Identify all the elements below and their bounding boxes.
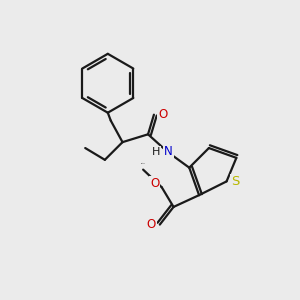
Text: S: S (231, 175, 240, 188)
Text: methyl: methyl (141, 163, 146, 164)
Text: O: O (158, 108, 167, 121)
Text: N: N (164, 146, 173, 158)
Text: O: O (146, 218, 156, 231)
Text: H: H (152, 147, 160, 157)
Text: O: O (150, 177, 160, 190)
